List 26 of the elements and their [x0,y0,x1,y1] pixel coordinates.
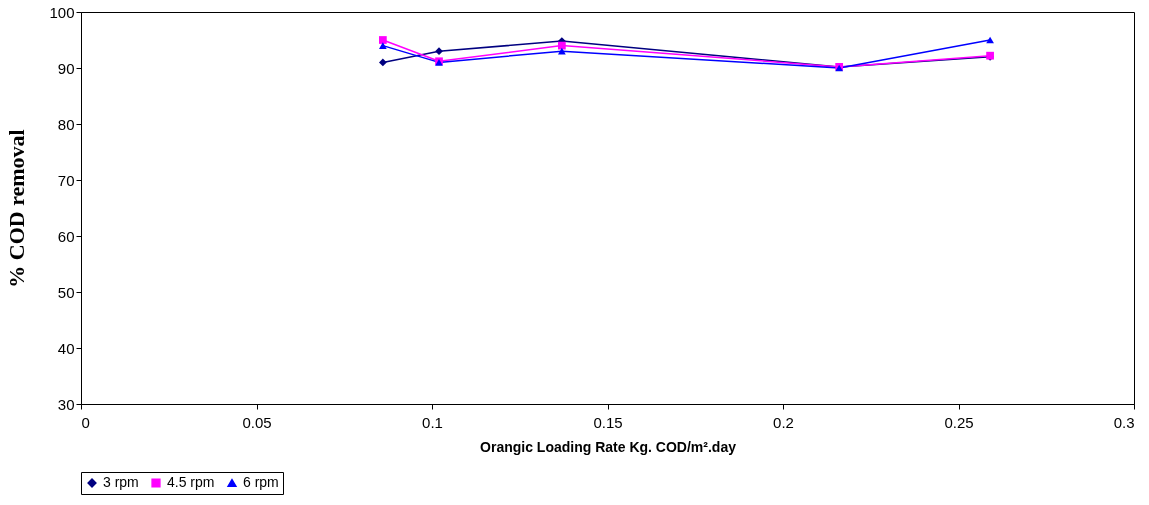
y-tick-label: 50 [57,283,75,301]
y-tick-label: 60 [57,227,75,245]
y-tick-label: 100 [49,3,75,21]
x-axis-title: Orangic Loading Rate Kg. COD/m².day [480,438,737,455]
legend-label: 3 rpm [103,474,139,490]
x-tick-label: 0.15 [593,413,623,431]
point [435,47,443,56]
point [378,58,387,67]
x-tick-label: 0.2 [773,413,794,431]
y-tick-label: 30 [57,395,75,413]
legend-label: 6 rpm [243,474,279,490]
x-tick-label: 0.1 [422,413,443,431]
x-tick-label: 0.25 [944,413,974,431]
legend-label: 4.5 rpm [167,474,215,490]
y-tick-label: 40 [57,339,75,357]
y-tick-label: 70 [57,171,75,189]
x-tick-label: 0.3 [1113,413,1135,431]
point [558,41,566,50]
y-tick-label: 90 [57,59,75,77]
x-tick-label: 0.05 [242,413,272,431]
y-axis-title: % COD removal [4,129,30,288]
point [378,42,387,49]
point [558,47,566,55]
x-tick-label: 0 [81,413,90,431]
y-tick-label: 80 [57,115,75,133]
point [378,36,387,44]
